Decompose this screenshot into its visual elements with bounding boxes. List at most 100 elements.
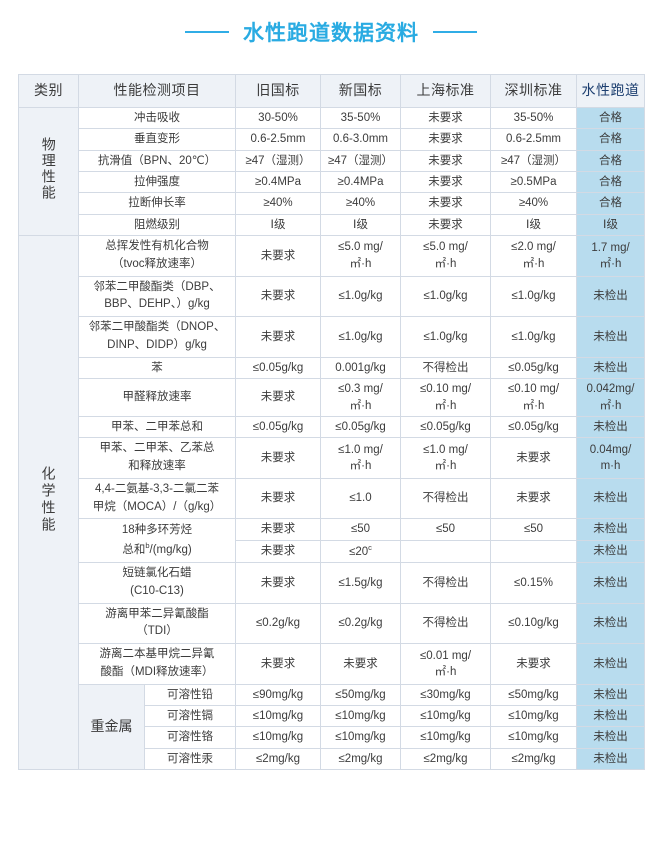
table-row: 可溶性汞 ≤2mg/kg ≤2mg/kg ≤2mg/kg ≤2mg/kg 未检出	[19, 747, 645, 771]
header-shenzhen-standard: 深圳标准	[490, 74, 577, 108]
cell-shanghai: 未要求	[400, 149, 491, 172]
cell-shanghai: ≤2mg/kg	[400, 747, 491, 771]
cell-old: ≤0.05g/kg	[235, 415, 321, 439]
cell-shanghai: 未要求	[400, 170, 491, 194]
row-item: 阻燃级别	[78, 213, 236, 236]
table-row: 甲醛释放速率 未要求 ≤0.3 mg/ ㎡·h ≤0.10 mg/ ㎡·h ≤0…	[19, 378, 645, 417]
row-item: 可溶性汞	[144, 747, 236, 771]
table-row: 拉伸强度 ≥0.4MPa ≥0.4MPa 未要求 ≥0.5MPa 合格	[19, 170, 645, 194]
row-item: 甲醛释放速率	[78, 378, 236, 417]
table-row: 短链氯化石蜡 (C10-C13) 未要求 ≤1.5g/kg 不得检出 ≤0.15…	[19, 561, 645, 604]
cell-shanghai: ≤50	[400, 518, 491, 541]
cell-shenzhen: 未要求	[490, 477, 577, 520]
cell-result: 未检出	[576, 705, 645, 728]
cell-shanghai: ≤30mg/kg	[400, 683, 491, 707]
cell-new: ≤0.2g/kg	[320, 602, 401, 645]
cell-result: 未检出	[576, 518, 645, 541]
cell-shenzhen: ≥0.5MPa	[490, 170, 577, 194]
cell-new: ≤5.0 mg/ ㎡·h	[320, 234, 401, 277]
cell-shenzhen: ≤0.15%	[490, 561, 577, 604]
table-row: 游离甲苯二异氰酸酯 （TDI） ≤0.2g/kg ≤0.2g/kg 不得检出 ≤…	[19, 602, 645, 645]
cell-shenzhen: 35-50%	[490, 106, 577, 130]
page-title: 水性跑道数据资料	[0, 0, 662, 56]
cell-result: 合格	[576, 128, 645, 151]
table-row: 重金属 可溶性铅 ≤90mg/kg ≤50mg/kg ≤30mg/kg ≤50m…	[19, 683, 645, 771]
row-item: 短链氯化石蜡 (C10-C13)	[78, 561, 236, 604]
cell-shanghai: ≤0.05g/kg	[400, 415, 491, 439]
cell-old: ≥47（湿测）	[235, 149, 321, 172]
cell-old: 0.6-2.5mm	[235, 128, 321, 151]
cell-shenzhen: ≤2.0 mg/ ㎡·h	[490, 234, 577, 277]
table-header: 类别 性能检测项目 旧国标 新国标 上海标准 深圳标准 水性跑道	[18, 74, 645, 108]
row-item: 拉断伸长率	[78, 192, 236, 215]
row-item: 苯	[78, 356, 236, 380]
spec-table-wrap: 类别 性能检测项目 旧国标 新国标 上海标准 深圳标准 水性跑道 物理性能 冲击…	[18, 74, 645, 771]
cell-result: 未检出	[576, 477, 645, 520]
cell-shenzhen: 未要求	[490, 643, 577, 685]
cell-old: ≥40%	[235, 192, 321, 215]
cell-new: ≤1.0g/kg	[320, 275, 401, 318]
cell-shenzhen: ≤0.05g/kg	[490, 356, 577, 380]
cell-result: 未检出	[576, 561, 645, 604]
cell-new: 35-50%	[320, 106, 401, 130]
cell-old: 30-50%	[235, 106, 321, 130]
cell-new: ≤1.0g/kg	[320, 316, 401, 358]
cell-shenzhen: 0.6-2.5mm	[490, 128, 577, 151]
cell-shanghai: ≤0.01 mg/ ㎡·h	[400, 643, 491, 685]
cell-shenzhen: ≤0.10g/kg	[490, 602, 577, 645]
row-item: 抗滑值（BPN、20℃）	[78, 149, 236, 172]
cell-new: Ⅰ级	[320, 213, 401, 236]
table-row: 阻燃级别 Ⅰ级 Ⅰ级 未要求 Ⅰ级 Ⅰ级	[19, 213, 645, 236]
cell-shenzhen: 未要求	[490, 437, 577, 479]
cell-result: 1.7 mg/ ㎡·h	[576, 234, 645, 277]
cell-shanghai: ≤1.0g/kg	[400, 316, 491, 358]
row-item: 甲苯、二甲苯、乙苯总 和释放速率	[78, 437, 236, 479]
row-item: 可溶性镉	[144, 705, 236, 728]
table-row: 4,4-二氨基-3,3-二氯二苯 甲烷（MOCA）/（g/kg） 未要求 ≤1.…	[19, 477, 645, 520]
cell-old: 未要求	[235, 539, 321, 563]
cell-old: 未要求	[235, 378, 321, 417]
cell-new: ≤2mg/kg	[320, 747, 401, 771]
cell-shanghai: 未要求	[400, 106, 491, 130]
row-item: 邻苯二甲酸酯类（DNOP、 DINP、DIDP）g/kg	[78, 316, 236, 358]
table-row: 游离二本基甲烷二异氰 酸酯（MDI释放速率） 未要求 未要求 ≤0.01 mg/…	[19, 643, 645, 685]
cell-result: 未检出	[576, 316, 645, 358]
cell-shenzhen: Ⅰ级	[490, 213, 577, 236]
cell-result: Ⅰ级	[576, 213, 645, 236]
cell-shanghai: ≤0.10 mg/ ㎡·h	[400, 378, 491, 417]
cell-result: 合格	[576, 149, 645, 172]
row-item: 游离甲苯二异氰酸酯 （TDI）	[78, 602, 236, 645]
cell-shanghai: ≤10mg/kg	[400, 705, 491, 728]
table-row: 垂直变形 0.6-2.5mm 0.6-3.0mm 未要求 0.6-2.5mm 合…	[19, 128, 645, 151]
cell-shanghai: ≤10mg/kg	[400, 726, 491, 749]
cell-old: ≤0.2g/kg	[235, 602, 321, 645]
table-row: 甲苯、二甲苯、乙苯总 和释放速率 未要求 ≤1.0 mg/ ㎡·h ≤1.0 m…	[19, 437, 645, 479]
table-row: 甲苯、二甲苯总和 ≤0.05g/kg ≤0.05g/kg ≤0.05g/kg ≤…	[19, 415, 645, 439]
spec-table: 类别 性能检测项目 旧国标 新国标 上海标准 深圳标准 水性跑道 物理性能 冲击…	[18, 74, 645, 771]
category-chemical: 化学性能	[18, 234, 79, 771]
row-item: 4,4-二氨基-3,3-二氯二苯 甲烷（MOCA）/（g/kg）	[78, 477, 236, 520]
row-item: 拉伸强度	[78, 170, 236, 194]
cell-shanghai: 不得检出	[400, 561, 491, 604]
row-item-pah: 18种多环芳烃 总和b/(mg/kg)	[78, 518, 236, 563]
cell-new: ≤50	[320, 518, 401, 541]
cell-new: ≤50mg/kg	[320, 683, 401, 707]
cell-shanghai: ≤1.0g/kg	[400, 275, 491, 318]
cell-old: 未要求	[235, 275, 321, 318]
header-category: 类别	[18, 74, 79, 108]
cell-shanghai	[400, 539, 491, 563]
cell-result: 合格	[576, 192, 645, 215]
table-row: 苯 ≤0.05g/kg 0.001g/kg 不得检出 ≤0.05g/kg 未检出	[19, 356, 645, 380]
cell-shanghai: 不得检出	[400, 602, 491, 645]
table-row: 化学性能 总挥发性有机化合物 （tvoc释放速率） 未要求 ≤5.0 mg/ ㎡…	[18, 234, 645, 771]
cell-result: 未检出	[576, 602, 645, 645]
cell-shenzhen: ≤0.10 mg/ ㎡·h	[490, 378, 577, 417]
cell-old: ≤10mg/kg	[235, 726, 321, 749]
cell-old: ≤10mg/kg	[235, 705, 321, 728]
cell-shenzhen: ≤1.0g/kg	[490, 316, 577, 358]
title-rule-left	[185, 31, 229, 33]
title-text: 水性跑道数据资料	[243, 22, 419, 45]
category-physical: 物理性能	[18, 107, 79, 236]
cell-result: 未检出	[576, 747, 645, 771]
